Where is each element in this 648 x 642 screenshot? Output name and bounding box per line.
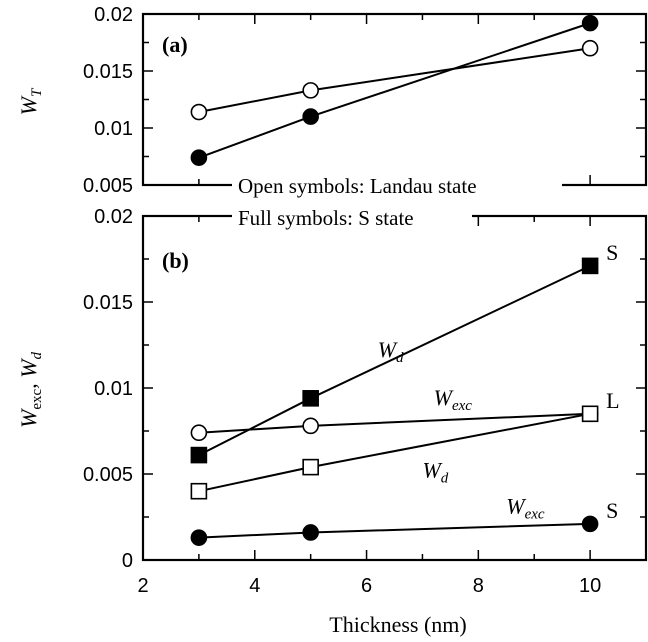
panel-b-series-1-point — [302, 417, 319, 435]
panel-b-frame — [141, 214, 648, 562]
panel-b-annotation-3: Wexc — [506, 494, 545, 523]
svg-text:WT: WT — [16, 87, 45, 115]
panel-b-ylabel-w2: , W — [16, 358, 41, 389]
panel-b-series-1-point — [190, 424, 208, 442]
panel-b-series-1-line — [198, 412, 591, 434]
panel-a-label: (a) — [162, 32, 188, 57]
panel-b-series-0-point — [190, 446, 208, 464]
x-tick-label: 2 — [137, 575, 148, 597]
legend-line-1-bg — [232, 175, 562, 197]
x-tick-label: 8 — [473, 575, 484, 597]
panel-a-ylabel-main: W — [16, 95, 41, 115]
panel-b-ytick-label: 0 — [122, 550, 133, 572]
panel-a-ytick-label: 0.015 — [83, 61, 133, 83]
panel-b-series-2-point — [302, 458, 319, 476]
panel-b-ylabel-w1: W — [16, 408, 41, 428]
panel-b-ytick-label: 0.005 — [83, 464, 133, 486]
panel-b-annotation-0: Wd — [378, 337, 404, 366]
panel-a-ytick-label: 0.005 — [83, 175, 133, 197]
panel-a-ytick-label: 0.02 — [94, 4, 133, 26]
panel-b-ylabel-sub2: d — [29, 352, 45, 360]
panel-a-frame — [141, 12, 648, 187]
panel-a-series-0-line — [198, 47, 591, 114]
x-axis-label: Thickness (nm) — [329, 612, 466, 637]
panel-b-series-3-point — [302, 524, 319, 541]
panel-b-series-0-point — [302, 390, 319, 407]
panel-a-series-0-point — [581, 39, 599, 57]
panel-b-annotation-2: Wd — [422, 457, 448, 486]
legend: Open symbols: Landau state Full symbols:… — [232, 174, 562, 230]
panel-b-annotation-1: Wexc — [434, 385, 473, 414]
panel-b-ylabel: Wexc, Wd — [16, 352, 45, 428]
panel-b-series-0-end-label: S — [606, 240, 618, 265]
panel-a-series-0-point — [190, 103, 208, 121]
panel-b-ytick-label: 0.02 — [94, 206, 133, 228]
panel-a-series-1-point — [302, 108, 319, 125]
x-tick-label: 6 — [361, 575, 372, 597]
svg-text:Wexc, Wd: Wexc, Wd — [16, 352, 45, 428]
panel-a-series-1-point — [581, 14, 599, 32]
panel-b-series-3-line — [198, 522, 591, 539]
panel-a-ylabel-sub: T — [29, 87, 45, 97]
panel-b-series-0-point — [581, 257, 599, 275]
panel-b-label: (b) — [162, 248, 189, 273]
panel-b-series-2-point — [581, 405, 599, 423]
panel-a-ytick-label: 0.01 — [94, 118, 133, 140]
panel-b-ytick-label: 0.015 — [83, 292, 133, 314]
legend-line-1: Open symbols: Landau state — [238, 174, 477, 198]
panel-b-series-3-point — [581, 515, 599, 533]
panel-b-ytick-label: 0.01 — [94, 378, 133, 400]
panel-a-series-1-point — [190, 149, 208, 166]
panel-b-series-3-point — [190, 529, 208, 546]
panel-a-ylabel: WT — [16, 87, 45, 115]
panel-a-series-1-line — [198, 22, 591, 159]
panel-b-series-3-end-label: S — [606, 498, 618, 523]
panel-b-series-2-point — [190, 482, 208, 500]
panel-b-series-2-end-label: L — [606, 388, 619, 413]
panel-b-ylabel-sub1: exc — [29, 389, 45, 410]
panel-a-series-0-point — [302, 82, 319, 99]
x-tick-label: 10 — [579, 575, 601, 597]
legend-line-2-bg — [232, 206, 472, 228]
legend-line-2: Full symbols: S state — [238, 206, 414, 230]
panel-b: 0 0.005 0.01 0.015 0.02 2 4 6 8 10 S L S Wd Wexc Wd Wexc — [83, 206, 648, 597]
x-tick-label: 4 — [249, 575, 260, 597]
